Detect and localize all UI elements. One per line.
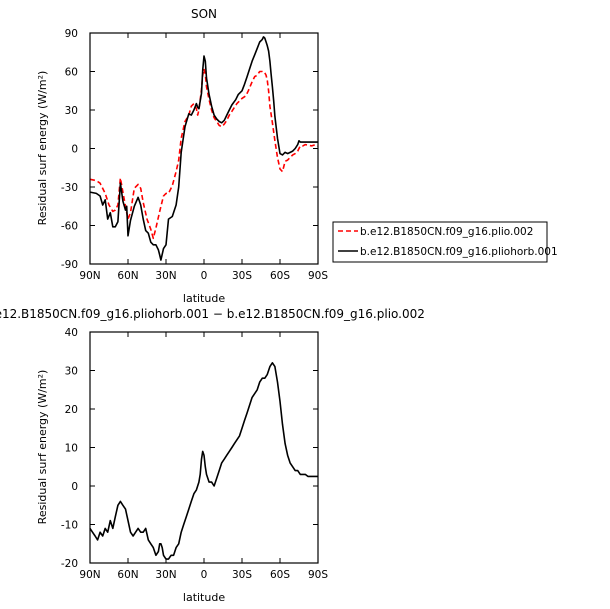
bottom-axis-ticks: 90N 60N 30N 0 30S 60S 90S 40 30 20 10 0 -10 -20 bbox=[61, 327, 329, 581]
top-panel: SON 90N 60N 30N 0 30S 60S 90S9060300-30-60-90 … bbox=[36, 7, 328, 305]
bottom-y-tick-label: -10 bbox=[61, 520, 78, 532]
top-x-tick-label: 60S bbox=[270, 270, 290, 282]
top-y-tick-label: 0 bbox=[71, 144, 78, 156]
top-x-axis-label: latitude bbox=[183, 292, 225, 305]
bottom-plot-frame bbox=[89, 331, 319, 564]
top-y-tick-label: 60 bbox=[65, 67, 78, 79]
legend: b.e12.B1850CN.f09_g16.plio.002 b.e12.B18… bbox=[332, 221, 558, 263]
top-axis-ticks: 90N 60N 30N 0 30S 60S 90S 90 60 30 0 -30 -60 -90 bbox=[61, 28, 329, 282]
bottom-y-axis-label: Residual surf energy (W/m²) bbox=[36, 370, 49, 525]
top-x-tick-label: 90S bbox=[308, 270, 328, 282]
legend-box bbox=[332, 221, 548, 263]
legend-label-plio: b.e12.B1850CN.f09_g16.plio.002 bbox=[360, 226, 533, 238]
top-plot-frame bbox=[89, 32, 319, 265]
top-x-tick-label: 30S bbox=[232, 270, 252, 282]
bottom-y-tick-label: 30 bbox=[65, 366, 78, 378]
top-y-tick-label: -90 bbox=[61, 259, 78, 271]
top-x-tick-label: 30N bbox=[155, 270, 176, 282]
bottom-panel: b.e12.B1850CN.f09_g16.pliohorb.001 − b.e… bbox=[0, 307, 425, 604]
top-series-lines bbox=[89, 36, 319, 261]
top-x-tick-label: 90N bbox=[79, 270, 100, 282]
bottom-x-tick-label: 90S bbox=[308, 569, 328, 581]
bottom-y-tick-label: 40 bbox=[65, 327, 78, 339]
top-x-tick-label: 0 bbox=[201, 270, 208, 282]
bottom-x-tick-label: 60N bbox=[117, 569, 138, 581]
bottom-x-tick-label: 60S bbox=[270, 569, 290, 581]
top-y-axis-label: Residual surf energy (W/m²) bbox=[36, 71, 49, 226]
bottom-x-tick-label: 90N bbox=[79, 569, 100, 581]
legend-label-pliohorb: b.e12.B1850CN.f09_g16.pliohorb.001 bbox=[360, 246, 558, 258]
top-y-tick-label: -60 bbox=[61, 221, 78, 233]
top-y-tick-label: 30 bbox=[65, 105, 78, 117]
bottom-series-line-0 bbox=[89, 361, 318, 560]
top-y-tick-label: -30 bbox=[61, 182, 78, 194]
bottom-chart-title: b.e12.B1850CN.f09_g16.pliohorb.001 − b.e… bbox=[0, 307, 425, 321]
top-chart-title: SON bbox=[191, 7, 217, 21]
top-series-line-0 bbox=[89, 68, 319, 240]
bottom-x-axis-label: latitude bbox=[183, 591, 225, 604]
bottom-x-tick-label: 0 bbox=[201, 569, 208, 581]
bottom-y-tick-label: 20 bbox=[65, 404, 78, 416]
bottom-series-lines bbox=[89, 361, 318, 560]
top-y-tick-label: 90 bbox=[65, 28, 78, 40]
bottom-y-tick-label: 0 bbox=[71, 481, 78, 493]
bottom-x-tick-label: 30S bbox=[232, 569, 252, 581]
top-x-tick-label: 60N bbox=[117, 270, 138, 282]
top-series-line-1 bbox=[89, 36, 318, 261]
bottom-x-tick-label: 30N bbox=[155, 569, 176, 581]
bottom-y-tick-label: 10 bbox=[65, 443, 78, 455]
bottom-y-tick-label: -20 bbox=[61, 558, 78, 570]
